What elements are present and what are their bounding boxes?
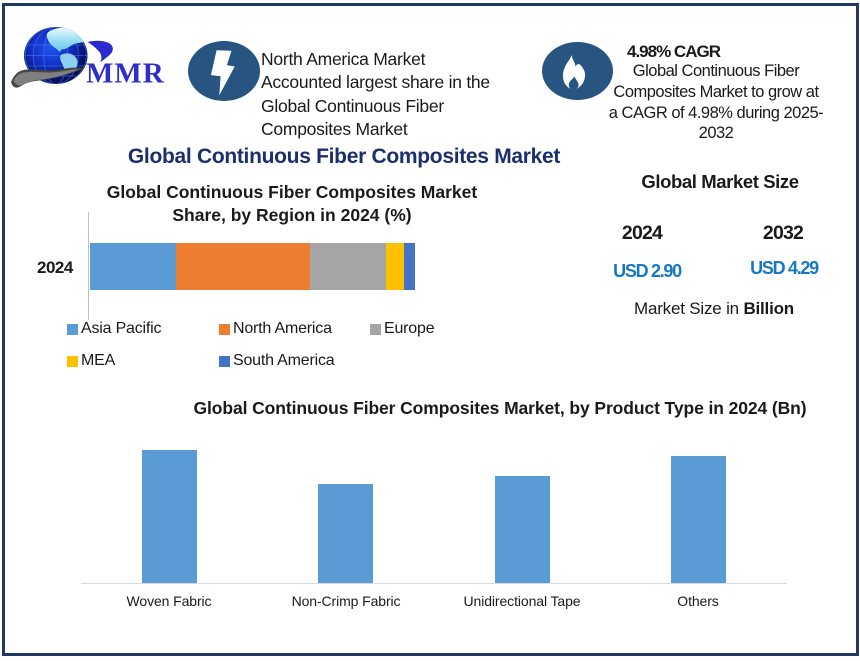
- svg-text:MMR: MMR: [86, 58, 165, 90]
